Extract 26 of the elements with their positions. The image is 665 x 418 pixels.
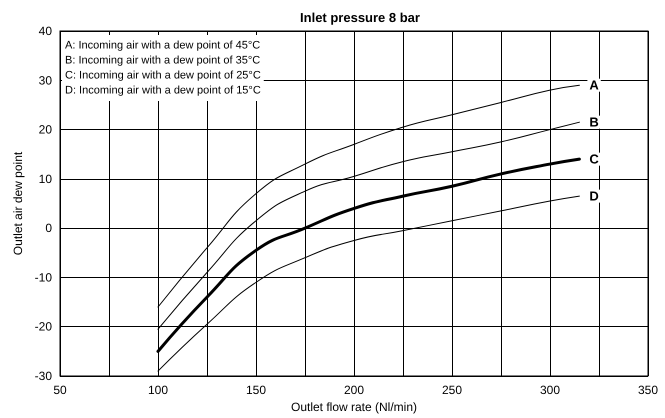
series-label: A — [589, 78, 600, 93]
series-label: B — [589, 114, 599, 130]
series-label: C — [589, 152, 600, 167]
annotation: D: Incoming air with a dew point of 15°C — [65, 84, 261, 96]
x-tick-label: 100 — [148, 383, 168, 397]
x-tick-label: 250 — [442, 383, 462, 397]
x-tick-label: 300 — [540, 383, 560, 397]
y-tick-label: -10 — [34, 270, 52, 284]
y-tick-label: 0 — [45, 221, 52, 236]
series-label: D — [589, 188, 599, 204]
x-tick-label: 350 — [638, 383, 658, 397]
y-tick-label: -20 — [34, 320, 52, 334]
annotation: B: Incoming air with a dew point of 35°C — [65, 54, 260, 66]
x-axis-title: Outlet flow rate (Nl/min) — [290, 400, 418, 414]
annotation: C: Incoming air with a dew point of 25°C — [65, 70, 261, 82]
y-tick-label: 30 — [38, 73, 52, 88]
x-tick-label: 150 — [246, 383, 266, 397]
x-tick-label: 200 — [344, 383, 364, 397]
y-axis-title: Outlet air dew point — [10, 151, 25, 256]
y-tick-label: -30 — [34, 369, 52, 383]
y-tick-label: 10 — [38, 172, 52, 186]
chart-title: Inlet pressure 8 bar — [300, 10, 420, 25]
x-tick-label: 50 — [53, 383, 67, 397]
y-tick-label: 20 — [38, 122, 52, 137]
annotation: A: Incoming air with a dew point of 45°C — [65, 40, 260, 52]
y-tick-label: 40 — [38, 24, 52, 38]
